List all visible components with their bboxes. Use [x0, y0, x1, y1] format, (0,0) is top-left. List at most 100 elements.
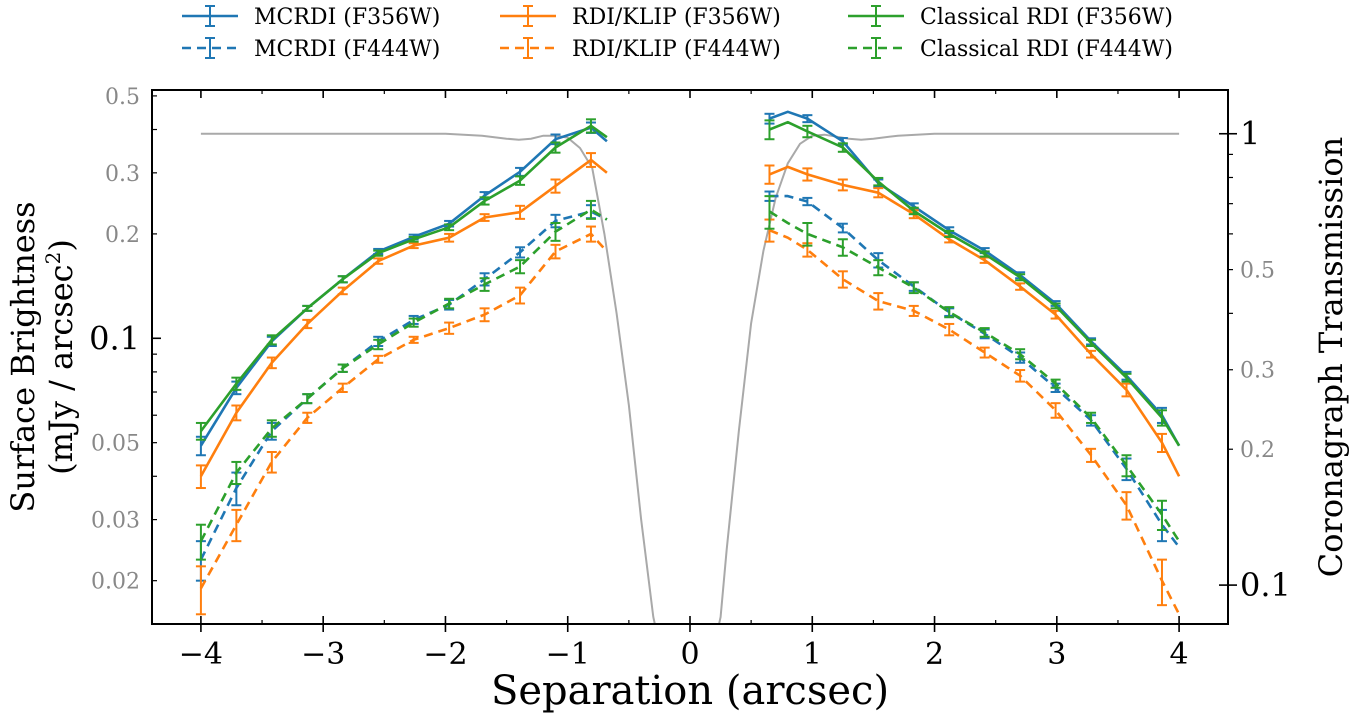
series-classical-rdi-f444w-left-errorbar — [408, 317, 419, 328]
series-rdi-klip-f444w-left-errorbar — [231, 508, 242, 543]
series-rdi-klip-f444w-right-errorbar — [979, 346, 990, 359]
left-y-minor-tick-label: 0.05 — [91, 432, 140, 457]
series-rdi-klip-f356w-right-errorbar — [979, 256, 990, 264]
series-classical-rdi-f356w-right-errorbar — [1121, 372, 1132, 383]
x-axis-label: Separation (arcsec) — [491, 668, 889, 714]
legend-label: Classical RDI (F444W) — [920, 37, 1173, 62]
series-rdi-klip-f444w-left-line — [199, 232, 608, 590]
series-mcrdi-f444w-left-errorbar — [515, 246, 526, 259]
series-classical-rdi-f356w-left-errorbar — [337, 275, 348, 284]
series-rdi-klip-f356w-left-errorbar — [444, 232, 455, 243]
x-tick-label: 0 — [680, 637, 699, 672]
left-y-minor-tick-label: 0.3 — [105, 162, 140, 187]
series-rdi-klip-f356w-left-errorbar — [337, 286, 348, 296]
series-classical-rdi-f444w-right-errorbar — [802, 222, 813, 247]
series-classical-rdi-f444w-right-errorbar — [908, 281, 919, 295]
series-classical-rdi-f444w-right-line — [768, 210, 1181, 542]
transmission-curve — [200, 132, 1180, 624]
series-rdi-klip-f444w-left-errorbar — [266, 450, 277, 474]
series-classical-rdi-f356w-right-line — [769, 120, 1181, 447]
series-rdi-klip-f444w-right-errorbar — [1121, 491, 1132, 521]
series-rdi-klip-f444w-right-errorbar — [1015, 369, 1026, 383]
series-mcrdi-f444w-right-errorbar — [802, 196, 813, 207]
right-y-minor-tick-label: 0.5 — [1240, 259, 1275, 284]
series-rdi-klip-f356w-right-errorbar — [1015, 282, 1026, 291]
series-classical-rdi-f356w-left-line — [199, 124, 608, 432]
series-classical-rdi-f356w-right-errorbar — [1050, 302, 1061, 310]
series-rdi-klip-f444w-right-errorbar — [1156, 558, 1167, 607]
series-rdi-klip-f356w-left-errorbar — [302, 318, 313, 330]
series-classical-rdi-f356w-right-errorbar — [837, 142, 848, 153]
series-rdi-klip-f444w-right-errorbar — [1050, 402, 1061, 419]
series-classical-rdi-f444w-left-errorbar — [337, 363, 348, 373]
series-classical-rdi-f356w-left-errorbar — [408, 235, 419, 243]
series-mcrdi-f356w-left-line — [199, 126, 608, 447]
series-rdi-klip-f356w-left-line — [199, 158, 608, 477]
series-classical-rdi-f356w-left-errorbar — [585, 118, 596, 134]
series-mcrdi-f356w-right-errorbar — [802, 114, 813, 124]
series-rdi-klip-f444w-right-errorbar — [837, 270, 848, 289]
left-y-minor-tick-label: 0.02 — [91, 570, 140, 595]
legend-label: RDI/KLIP (F356W) — [572, 5, 781, 30]
series-rdi-klip-f444w-left-errorbar — [408, 335, 419, 344]
series-rdi-klip-f356w-left-errorbar — [515, 204, 526, 220]
series-rdi-klip-f356w-left-errorbar — [373, 257, 384, 265]
series-classical-rdi-f444w-right-errorbar — [1015, 348, 1026, 361]
series-mcrdi-f356w-right-line — [769, 110, 1181, 447]
series-classical-rdi-f444w-left-errorbar — [585, 199, 596, 220]
series-rdi-klip-f444w-right-errorbar — [1086, 447, 1097, 463]
left-y-minor-tick-label: 0.5 — [105, 85, 140, 110]
legend-item-classical-rdi-f356w: Classical RDI (F356W) — [848, 5, 1173, 30]
legend-item-rdi-klip-f356w: RDI/KLIP (F356W) — [500, 5, 781, 30]
series-classical-rdi-f444w-left-errorbar — [479, 277, 490, 292]
series-rdi-klip-f444w-left-errorbar — [550, 243, 561, 260]
series-classical-rdi-f444w-right-errorbar — [1050, 378, 1061, 389]
series-rdi-klip-f356w-right-errorbar — [837, 178, 848, 192]
series-rdi-klip-f444w-left-errorbar — [479, 307, 490, 323]
series-classical-rdi-f356w-left-errorbar — [373, 249, 384, 257]
x-tick-label: 2 — [925, 637, 944, 672]
series-classical-rdi-f356w-right-errorbar — [764, 119, 775, 141]
series-rdi-klip-f356w-left-errorbar — [231, 404, 242, 422]
legend-label: RDI/KLIP (F444W) — [572, 37, 781, 62]
series-rdi-klip-f444w-left-errorbar — [195, 565, 206, 616]
series-classical-rdi-f444w-right-errorbar — [1156, 499, 1167, 532]
series-rdi-klip-f444w-left-errorbar — [444, 321, 455, 335]
axes-frame — [151, 89, 1229, 625]
left-y-minor-tick-label: 0.2 — [105, 223, 140, 248]
legend-item-classical-rdi-f444w: Classical RDI (F444W) — [848, 37, 1173, 62]
legend-item-mcrdi-f356w: MCRDI (F356W) — [182, 5, 440, 30]
series-rdi-klip-f356w-left-errorbar — [408, 242, 419, 250]
series-rdi-klip-f356w-right-errorbar — [1121, 382, 1132, 398]
series-classical-rdi-f356w-right-errorbar — [908, 206, 919, 216]
series-classical-rdi-f356w-left-errorbar — [231, 376, 242, 391]
series-rdi-klip-f444w-right-errorbar — [908, 304, 919, 317]
series-rdi-klip-f444w-right-errorbar — [873, 292, 884, 311]
series-rdi-klip-f356w-right-errorbar — [764, 164, 775, 185]
series-classical-rdi-f444w-right-errorbar — [1086, 411, 1097, 424]
plot-area — [195, 110, 1181, 624]
series-rdi-klip-f356w-left-errorbar — [479, 213, 490, 222]
series-rdi-klip-f356w-left-errorbar — [550, 178, 561, 194]
x-tick-label: 3 — [1047, 637, 1066, 672]
series-rdi-klip-f356w-right-errorbar — [1156, 432, 1167, 453]
series-classical-rdi-f356w-right-errorbar — [944, 229, 955, 238]
series-classical-rdi-f444w-left-errorbar — [302, 393, 313, 405]
series-classical-rdi-f444w-left-errorbar — [515, 259, 526, 275]
series-rdi-klip-f444w-right-line — [769, 228, 1181, 615]
left-y-minor-tick-label: 0.03 — [91, 509, 140, 534]
left-y-axis-label-line2: (mJy / arcsec2) — [41, 239, 80, 475]
series-classical-rdi-f356w-right-errorbar — [802, 124, 813, 139]
right-y-minor-tick-label: 0.3 — [1240, 359, 1275, 384]
series-classical-rdi-f356w-right-errorbar — [1156, 409, 1167, 427]
axis-ticks: −4 −3 −2 −1 0 1 2 3 4 0.1 0.02 0.03 0.05 0.2 0.3 0.5 0.1… — [89, 85, 1291, 672]
series-rdi-klip-f356w-right-errorbar — [1086, 349, 1097, 359]
series-rdi-klip-f356w-right-errorbar — [802, 167, 813, 182]
series-classical-rdi-f356w-left-errorbar — [302, 304, 313, 312]
right-y-minor-tick-label: 0.2 — [1240, 438, 1275, 463]
series-classical-rdi-f356w-left-errorbar — [444, 223, 455, 232]
series-classical-rdi-f444w-right-errorbar — [1121, 454, 1132, 478]
series-classical-rdi-f356w-left-errorbar — [550, 141, 561, 154]
legend-label: Classical RDI (F356W) — [920, 5, 1173, 30]
